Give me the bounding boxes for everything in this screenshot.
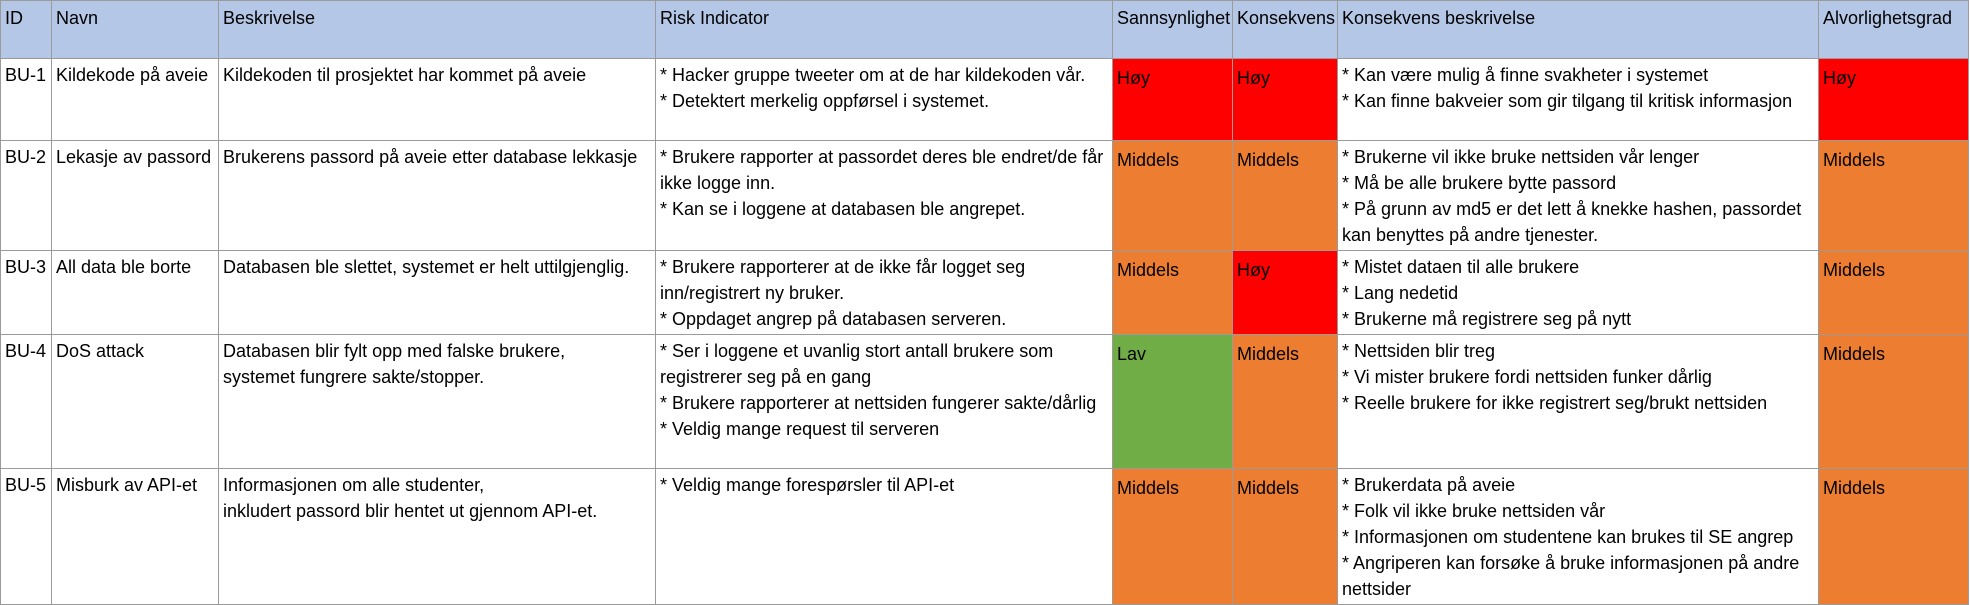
consequence-line: * Lang nedetid <box>1342 283 1459 303</box>
table-row: BU-4 DoS attack Databasen blir fylt opp … <box>0 334 1969 469</box>
cell-id: BU-4 <box>0 334 52 469</box>
cell-description: Databasen ble slettet, systemet er helt … <box>218 250 656 335</box>
cell-risk-indicator: * Hacker gruppe tweeter om at de har kil… <box>655 58 1113 141</box>
cell-description: Informasjonen om alle studenter, inklude… <box>218 468 656 605</box>
cell-risk-indicator: * Ser i loggene et uvanlig stort antall … <box>655 334 1113 469</box>
consequence-line: * Brukerne vil ikke bruke nettsiden vår … <box>1342 147 1700 167</box>
cell-consequence: Middels <box>1232 140 1338 251</box>
description-line: Databasen blir fylt opp med falske bruke… <box>223 341 566 361</box>
indicator-line: * Brukere rapporter at passordet deres b… <box>660 147 1104 193</box>
cell-id: BU-1 <box>0 58 52 141</box>
description-line: Databasen ble slettet, systemet er helt … <box>223 257 630 277</box>
cell-severity: Høy <box>1818 58 1969 141</box>
cell-id: BU-2 <box>0 140 52 251</box>
cell-severity: Middels <box>1818 334 1969 469</box>
table-row: BU-1 Kildekode på aveie Kildekoden til p… <box>0 58 1969 141</box>
header-probability: Sannsynlighet <box>1112 0 1233 59</box>
header-severity: Alvorlighetsgrad <box>1818 0 1969 59</box>
cell-consequence: Høy <box>1232 58 1338 141</box>
description-line: Brukerens passord på aveie etter databas… <box>223 147 638 167</box>
header-description: Beskrivelse <box>218 0 656 59</box>
indicator-line: * Veldig mange forespørsler til API-et <box>660 475 955 495</box>
cell-name: All data ble borte <box>51 250 219 335</box>
consequence-line: * Må be alle brukere bytte passord <box>1342 173 1617 193</box>
cell-consequence: Middels <box>1232 334 1338 469</box>
cell-severity: Middels <box>1818 140 1969 251</box>
description-line: Kildekoden til prosjektet har kommet på … <box>223 65 587 85</box>
header-id: ID <box>0 0 52 59</box>
indicator-line: * Veldig mange request til serveren <box>660 419 940 439</box>
consequence-line: * Reelle brukere for ikke registrert seg… <box>1342 393 1768 413</box>
consequence-line: * Folk vil ikke bruke nettsiden vår <box>1342 501 1606 521</box>
indicator-line: * Kan se i loggene at databasen ble angr… <box>660 199 1026 219</box>
consequence-line: * Brukerdata på aveie <box>1342 475 1516 495</box>
cell-name: DoS attack <box>51 334 219 469</box>
table-row: BU-3 All data ble borte Databasen ble sl… <box>0 250 1969 335</box>
consequence-line: * Kan være mulig å finne svakheter i sys… <box>1342 65 1709 85</box>
consequence-line: * Informasjonen om studentene kan brukes… <box>1342 527 1794 547</box>
cell-id: BU-5 <box>0 468 52 605</box>
cell-id: BU-3 <box>0 250 52 335</box>
cell-name: Misburk av API-et <box>51 468 219 605</box>
consequence-line: * Vi mister brukere fordi nettsiden funk… <box>1342 367 1712 387</box>
indicator-line: * Hacker gruppe tweeter om at de har kil… <box>660 65 1086 85</box>
header-consequence: Konsekvens <box>1232 0 1338 59</box>
cell-probability: Middels <box>1112 250 1233 335</box>
cell-probability: Middels <box>1112 140 1233 251</box>
cell-consequence-description: * Mistet dataen til alle brukere * Lang … <box>1337 250 1819 335</box>
consequence-line: * Angriperen kan forsøke å bruke informa… <box>1342 553 1800 599</box>
table-row: BU-2 Lekasje av passord Brukerens passor… <box>0 140 1969 251</box>
consequence-line: * Kan finne bakveier som gir tilgang til… <box>1342 91 1793 111</box>
cell-consequence-description: * Brukerne vil ikke bruke nettsiden vår … <box>1337 140 1819 251</box>
cell-consequence-description: * Brukerdata på aveie * Folk vil ikke br… <box>1337 468 1819 605</box>
indicator-line: * Brukere rapporterer at de ikke får log… <box>660 257 1026 303</box>
indicator-line: * Ser i loggene et uvanlig stort antall … <box>660 341 1054 387</box>
header-consequence-description: Konsekvens beskrivelse <box>1337 0 1819 59</box>
indicator-line: * Brukere rapporterer at nettsiden funge… <box>660 393 1097 413</box>
cell-risk-indicator: * Brukere rapporter at passordet deres b… <box>655 140 1113 251</box>
consequence-line: * Nettsiden blir treg <box>1342 341 1496 361</box>
cell-risk-indicator: * Brukere rapporterer at de ikke får log… <box>655 250 1113 335</box>
cell-consequence-description: * Kan være mulig å finne svakheter i sys… <box>1337 58 1819 141</box>
header-risk-indicator: Risk Indicator <box>655 0 1113 59</box>
cell-name: Lekasje av passord <box>51 140 219 251</box>
cell-name: Kildekode på aveie <box>51 58 219 141</box>
cell-description: Databasen blir fylt opp med falske bruke… <box>218 334 656 469</box>
table-row: BU-5 Misburk av API-et Informasjonen om … <box>0 468 1969 605</box>
consequence-line: * Mistet dataen til alle brukere <box>1342 257 1580 277</box>
cell-risk-indicator: * Veldig mange forespørsler til API-et <box>655 468 1113 605</box>
cell-consequence-description: * Nettsiden blir treg * Vi mister bruker… <box>1337 334 1819 469</box>
cell-severity: Middels <box>1818 468 1969 605</box>
cell-probability: Høy <box>1112 58 1233 141</box>
consequence-line: * Brukerne må registrere seg på nytt <box>1342 309 1632 329</box>
cell-severity: Middels <box>1818 250 1969 335</box>
cell-description: Brukerens passord på aveie etter databas… <box>218 140 656 251</box>
cell-consequence: Middels <box>1232 468 1338 605</box>
consequence-line: * På grunn av md5 er det lett å knekke h… <box>1342 199 1802 245</box>
indicator-line: * Oppdaget angrep på databasen serveren. <box>660 309 1007 329</box>
header-row: ID Navn Beskrivelse Risk Indicator Sanns… <box>0 0 1969 59</box>
cell-description: Kildekoden til prosjektet har kommet på … <box>218 58 656 141</box>
description-line: Informasjonen om alle studenter, <box>223 475 485 495</box>
header-name: Navn <box>51 0 219 59</box>
cell-consequence: Høy <box>1232 250 1338 335</box>
indicator-line: * Detektert merkelig oppførsel i systeme… <box>660 91 990 111</box>
description-line: inkludert passord blir hentet ut gjennom… <box>223 501 598 521</box>
cell-probability: Middels <box>1112 468 1233 605</box>
description-line: systemet fungrere sakte/stopper. <box>223 367 485 387</box>
cell-probability: Lav <box>1112 334 1233 469</box>
